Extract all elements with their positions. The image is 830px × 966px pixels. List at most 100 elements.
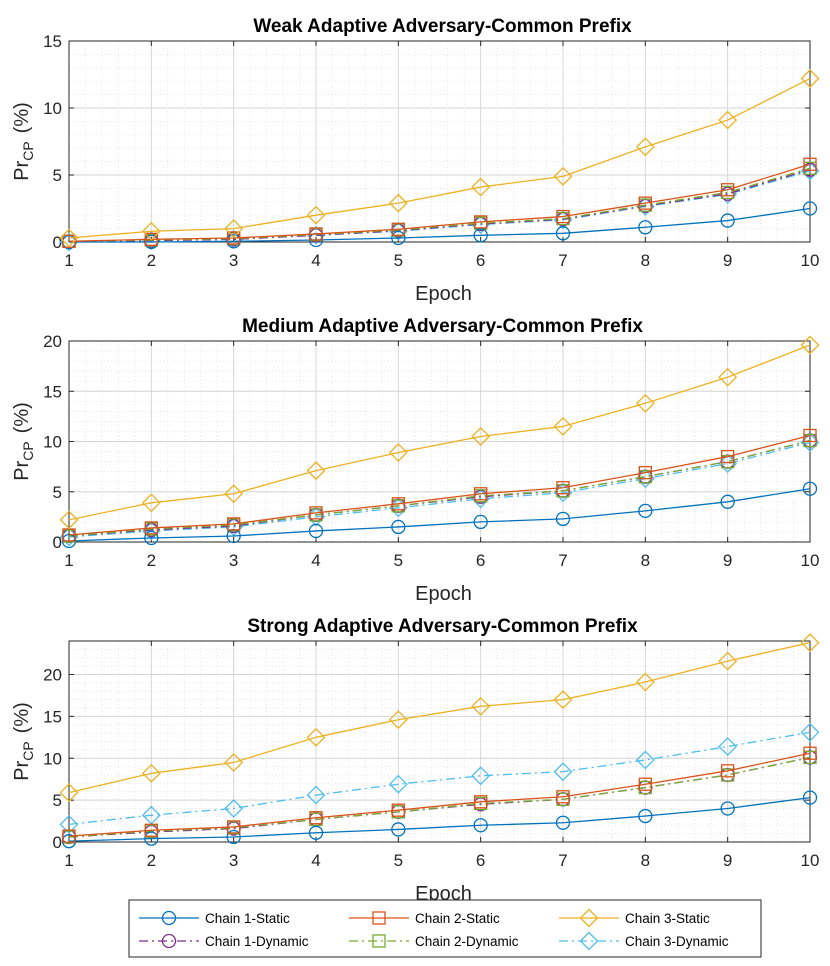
data-point (474, 487, 488, 501)
legend-item: Chain 2-Static (349, 911, 500, 926)
series-line (68, 488, 811, 542)
x-tick-label: 10 (801, 851, 820, 870)
data-point (144, 831, 159, 846)
x-tick-label: 6 (476, 551, 485, 570)
x-tick-label: 9 (723, 251, 732, 270)
data-point (306, 785, 326, 805)
data-point (556, 209, 570, 224)
data-point (471, 177, 491, 197)
data-point (803, 746, 817, 760)
data-point (227, 820, 241, 834)
y-axis-label-sub: CP (20, 741, 36, 760)
data-point (800, 335, 820, 355)
x-tick-label: 1 (64, 851, 73, 870)
legend-item: Chain 1-Static (139, 910, 290, 926)
data-point (720, 494, 735, 509)
data-point (556, 790, 570, 804)
legend-swatch-marker (372, 911, 386, 925)
data-point (141, 493, 161, 513)
y-tick-label: 20 (43, 332, 62, 351)
data-point (59, 228, 79, 248)
data-point (720, 213, 735, 228)
data-point (635, 672, 655, 692)
data-point (144, 823, 158, 837)
y-tick-label: 0 (53, 533, 62, 552)
legend-item: Chain 3-Dynamic (559, 931, 729, 951)
x-tick-label: 3 (229, 551, 238, 570)
data-point (388, 710, 408, 730)
y-axis-label-unit: (%) (11, 402, 33, 433)
y-tick-label: 5 (53, 791, 62, 810)
data-point (144, 232, 158, 246)
series-line (68, 731, 811, 826)
data-point (306, 727, 326, 747)
data-point (306, 205, 326, 225)
y-tick-label: 10 (43, 749, 62, 768)
x-tick-label: 2 (147, 251, 156, 270)
y-axis-label-unit: (%) (11, 702, 33, 733)
legend-swatch-marker (579, 908, 599, 928)
data-point (553, 762, 573, 782)
legend-swatch-marker (161, 933, 177, 949)
chart-title: Medium Adaptive Adversary-Common Prefix (242, 316, 643, 337)
data-point (226, 829, 241, 845)
plot-area (69, 641, 810, 842)
data-point (144, 530, 159, 546)
data-point (802, 790, 818, 805)
data-point (471, 766, 491, 786)
chart-panel-1: 1 2 3 4 5 6 7 8 9 10 0 5 10 15 Weak Adaptive Adversary… (11, 16, 819, 305)
x-tick-label: 8 (641, 851, 650, 870)
data-point (556, 481, 570, 495)
data-point (635, 137, 655, 157)
data-point (308, 523, 324, 539)
data-point (391, 803, 405, 817)
y-axis-label-main: Pr (11, 460, 33, 480)
data-point (721, 183, 735, 197)
data-point (638, 220, 653, 235)
y-axis-label: PrCP (%) (11, 402, 36, 481)
data-point (306, 461, 326, 481)
series-chain-2-static (62, 746, 817, 843)
data-point (638, 466, 652, 480)
y-axis-label-unit: (%) (11, 102, 33, 133)
x-tick-label: 10 (801, 251, 820, 270)
legend-item: Chain 1-Dynamic (139, 933, 309, 949)
data-point (144, 521, 158, 535)
data-point (471, 427, 491, 446)
series-chain-3-static (59, 335, 820, 530)
x-tick-label: 2 (147, 551, 156, 570)
y-axis-label-main: Pr (11, 160, 33, 180)
data-point (553, 417, 573, 436)
x-tick-label: 2 (147, 851, 156, 870)
data-point (141, 221, 161, 241)
data-point (555, 511, 571, 527)
series-line (68, 77, 811, 239)
series-chain-3-static (59, 633, 820, 803)
x-tick-label: 7 (558, 851, 567, 870)
data-point (635, 393, 655, 413)
data-point (224, 219, 244, 239)
data-point (473, 228, 488, 243)
data-point (800, 69, 820, 88)
series-chain-1-static (61, 790, 818, 849)
legend-label: Chain 3-Dynamic (625, 934, 729, 949)
x-tick-label: 3 (229, 251, 238, 270)
data-point (309, 227, 323, 241)
data-point (721, 449, 735, 464)
plot-area (69, 41, 810, 242)
data-point (638, 777, 652, 791)
data-point (474, 795, 488, 809)
y-tick-label: 15 (43, 32, 62, 51)
legend-item: Chain 3-Static (559, 908, 710, 928)
data-point (555, 815, 571, 830)
legend-label: Chain 2-Static (415, 911, 500, 926)
x-tick-label: 8 (641, 551, 650, 570)
data-point (553, 690, 573, 710)
y-tick-label: 0 (53, 833, 62, 852)
data-point (638, 196, 652, 210)
x-tick-label: 1 (64, 251, 73, 270)
data-point (141, 763, 161, 783)
data-point (718, 651, 738, 671)
data-point (718, 110, 738, 130)
